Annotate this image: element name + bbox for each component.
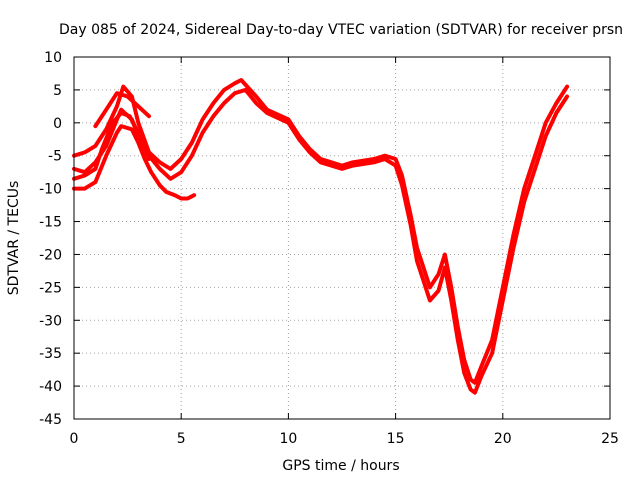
y-tick-label: -15: [39, 215, 62, 231]
x-axis-label: GPS time / hours: [282, 458, 399, 474]
y-tick-label: 0: [53, 116, 62, 132]
chart-title: Day 085 of 2024, Sidereal Day-to-day VTE…: [59, 22, 623, 38]
y-tick-label: -10: [39, 182, 62, 198]
series-line-series-3: [72, 124, 197, 201]
y-tick-label: -35: [39, 346, 62, 362]
y-tick-label: -40: [39, 379, 62, 395]
y-tick-label: -5: [48, 149, 62, 165]
x-tick-label: 20: [494, 431, 512, 447]
grid: [74, 57, 610, 419]
plot-area: [72, 78, 570, 395]
axis-ticks: 0 5 10 15 20 25 -45 -40 -35 -30 -25 -20 -15 -10 -5 0 5 10: [39, 50, 619, 447]
y-tick-label: 5: [53, 83, 62, 99]
y-tick-label: -30: [39, 313, 62, 329]
series-line-series-1: [72, 78, 570, 385]
y-tick-label: -45: [39, 412, 62, 428]
x-tick-label: 25: [601, 431, 619, 447]
y-axis-label: SDTVAR / TECUs: [6, 181, 22, 296]
series-line-series-5: [93, 91, 151, 129]
x-tick-label: 15: [387, 431, 405, 447]
series-line-series-4: [72, 110, 151, 181]
y-tick-label: 10: [44, 50, 62, 66]
x-tick-label: 0: [70, 431, 79, 447]
y-tick-label: -25: [39, 280, 62, 296]
series-line-series-2: [72, 87, 570, 395]
plot-frame: [73, 56, 611, 420]
y-tick-label: -20: [39, 247, 62, 263]
x-tick-label: 10: [279, 431, 297, 447]
x-tick-label: 5: [177, 431, 186, 447]
